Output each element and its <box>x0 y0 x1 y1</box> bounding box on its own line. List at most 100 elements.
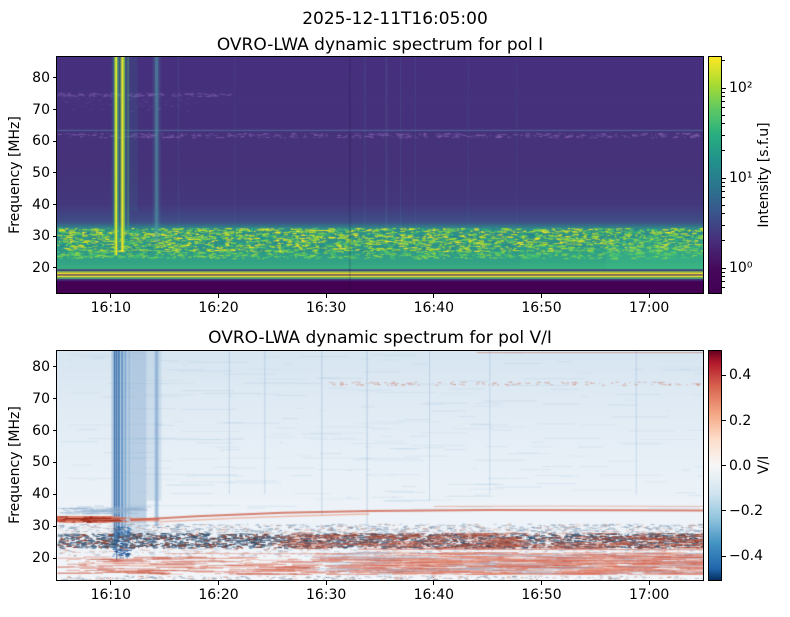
colorbar-minor-tick-mark <box>722 287 725 289</box>
panel-i-plot <box>56 56 704 294</box>
y-tick-mark <box>52 204 57 206</box>
panel-vi-spectrogram <box>57 351 703 580</box>
x-tick-mark <box>648 294 650 298</box>
colorbar-tick-mark <box>722 267 726 269</box>
figure-suptitle: 2025-12-11T16:05:00 <box>302 9 488 29</box>
y-tick-label: 30 <box>32 518 50 535</box>
x-tick-label: 16:20 <box>198 587 239 603</box>
y-tick-label: 50 <box>32 164 50 181</box>
y-tick-label: 40 <box>32 486 50 503</box>
y-tick-mark <box>52 77 57 79</box>
colorbar-minor-tick-mark <box>722 224 725 226</box>
x-tick-mark <box>325 581 327 585</box>
colorbar-i-gradient <box>709 57 721 293</box>
colorbar-tick-label: −0.4 <box>729 548 763 564</box>
colorbar-tick-mark <box>722 510 726 511</box>
y-tick-label: 20 <box>32 550 50 567</box>
y-tick-mark <box>52 525 57 527</box>
colorbar-tick-mark <box>722 177 726 179</box>
colorbar-tick-label: 10² <box>729 80 753 96</box>
y-tick-label: 70 <box>32 101 50 118</box>
y-tick-mark <box>52 267 57 269</box>
colorbar-vi-label: V/I <box>756 455 772 475</box>
x-tick-label: 16:10 <box>90 300 131 316</box>
colorbar-tick-label: 0.4 <box>729 367 752 383</box>
x-tick-label: 16:30 <box>305 300 347 316</box>
colorbar-vi-gradient <box>709 351 721 580</box>
y-tick-mark <box>52 140 57 142</box>
x-tick-mark <box>648 581 650 585</box>
y-tick-mark <box>52 366 57 368</box>
colorbar-minor-tick-mark <box>722 123 725 125</box>
colorbar-minor-tick-mark <box>722 204 725 206</box>
colorbar-minor-tick-mark <box>722 197 725 199</box>
colorbar-minor-tick-mark <box>722 276 725 278</box>
colorbar-minor-tick-mark <box>722 271 725 273</box>
x-tick-mark <box>218 581 219 585</box>
x-tick-mark <box>433 581 435 585</box>
colorbar-minor-tick-mark <box>722 240 725 242</box>
x-tick-label: 16:40 <box>413 300 454 316</box>
x-tick-label: 16:50 <box>521 300 562 316</box>
x-tick-label: 17:00 <box>628 587 670 603</box>
colorbar-minor-tick-mark <box>722 91 725 93</box>
colorbar-i-label: Intensity [s.f.u] <box>756 122 772 228</box>
y-tick-label: 60 <box>32 422 50 439</box>
x-tick-mark <box>541 581 542 585</box>
colorbar-tick-mark <box>722 420 726 421</box>
colorbar-tick-label: 0.0 <box>729 457 752 474</box>
x-tick-label: 16:10 <box>90 587 131 603</box>
x-tick-label: 16:40 <box>413 587 454 603</box>
colorbar-minor-tick-mark <box>722 150 725 152</box>
x-tick-mark <box>325 294 327 298</box>
y-tick-mark <box>52 493 57 495</box>
colorbar-tick-mark <box>722 87 726 89</box>
y-tick-label: 80 <box>32 358 50 375</box>
y-tick-mark <box>52 235 57 237</box>
colorbar-minor-tick-mark <box>722 186 725 188</box>
colorbar-tick-mark <box>722 465 726 466</box>
y-tick-mark <box>52 172 57 174</box>
colorbar-minor-tick-mark <box>722 114 725 116</box>
y-tick-mark <box>52 109 57 111</box>
colorbar-tick-label: 0.2 <box>729 412 752 429</box>
x-tick-mark <box>218 294 219 298</box>
panel-i-title: OVRO-LWA dynamic spectrum for pol I <box>216 35 544 55</box>
x-tick-label: 16:20 <box>198 300 239 316</box>
colorbar-tick-label: 10¹ <box>729 170 753 186</box>
colorbar-minor-tick-mark <box>722 134 725 136</box>
x-tick-mark <box>110 581 112 585</box>
x-tick-mark <box>110 294 112 298</box>
y-tick-mark <box>52 461 57 463</box>
x-tick-mark <box>541 294 542 298</box>
x-tick-label: 16:30 <box>305 587 347 603</box>
panel-vi-plot <box>56 350 704 581</box>
colorbar-vi <box>708 350 722 581</box>
y-tick-label: 30 <box>32 228 50 245</box>
colorbar-minor-tick-mark <box>722 107 725 109</box>
colorbar-tick-mark <box>722 374 726 376</box>
y-tick-label: 70 <box>32 390 50 407</box>
x-tick-mark <box>433 294 435 298</box>
x-tick-label: 17:00 <box>628 300 670 316</box>
y-tick-mark <box>52 430 57 432</box>
y-tick-label: 50 <box>32 454 50 471</box>
colorbar-tick-mark <box>722 555 726 557</box>
colorbar-tick-label: 10⁰ <box>729 260 753 276</box>
colorbar-tick-label: −0.2 <box>729 502 763 519</box>
colorbar-minor-tick-mark <box>722 191 725 193</box>
panel-vi-title: OVRO-LWA dynamic spectrum for pol V/I <box>208 328 552 348</box>
y-tick-label: 40 <box>32 196 50 213</box>
colorbar-minor-tick-mark <box>722 281 725 283</box>
colorbar-minor-tick-mark <box>722 213 725 215</box>
y-tick-label: 80 <box>32 69 50 86</box>
colorbar-i <box>708 56 722 294</box>
y-tick-label: 20 <box>32 259 50 276</box>
colorbar-minor-tick-mark <box>722 101 725 103</box>
y-tick-mark <box>52 398 57 400</box>
colorbar-minor-tick-mark <box>722 181 725 183</box>
y-tick-mark <box>52 557 57 559</box>
x-tick-label: 16:50 <box>521 587 562 603</box>
panel-i-spectrogram <box>57 57 703 293</box>
